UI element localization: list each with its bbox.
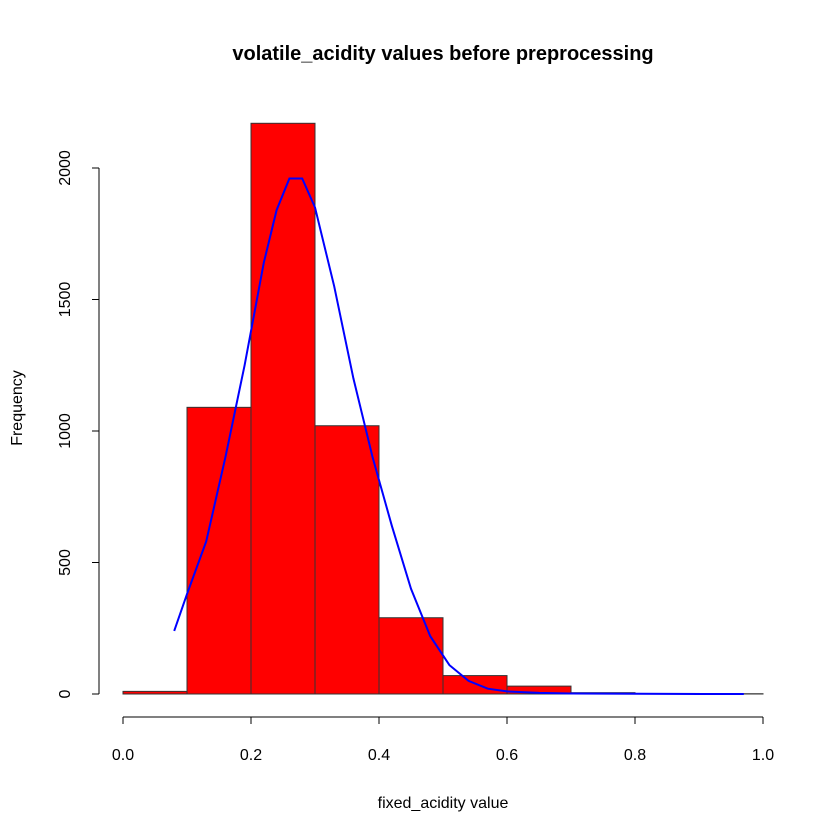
- histogram-bar-1: [186, 406, 252, 695]
- y-tick-label-1: 500: [57, 549, 74, 576]
- y-tick-label-2: 1000: [57, 413, 74, 449]
- x-tick-label-5: 1.0: [752, 747, 774, 764]
- x-tick-label-2: 0.4: [368, 747, 390, 764]
- histogram-bar-2: [250, 122, 316, 695]
- histogram-bar-5: [442, 675, 508, 695]
- histogram-bar-3: [314, 425, 380, 695]
- y-tick-label-4: 2000: [57, 150, 74, 186]
- y-tick-label-3: 1500: [57, 282, 74, 318]
- y-tick-label-0: 0: [57, 689, 74, 698]
- curve-layer: [173, 177, 744, 695]
- x-axis-label: fixed_acidity value: [378, 795, 509, 812]
- histogram-bar-4: [378, 617, 444, 695]
- histogram-bar-0: [122, 690, 188, 695]
- x-axis: 0.0 0.2 0.4 0.6 0.8 1.0: [112, 716, 774, 764]
- x-tick-label-1: 0.2: [240, 747, 262, 764]
- x-tick-label-0: 0.0: [112, 747, 134, 764]
- density-curve: [173, 177, 744, 695]
- y-axis-label: Frequency: [9, 370, 26, 446]
- chart-title: volatile_acidity values before preproces…: [232, 43, 653, 65]
- bars-layer: [122, 122, 764, 695]
- histogram-bar-6: [506, 685, 572, 695]
- x-tick-label-4: 0.8: [624, 747, 646, 764]
- x-tick-label-3: 0.6: [496, 747, 518, 764]
- y-axis: 0 500 1000 1500 2000: [57, 150, 100, 698]
